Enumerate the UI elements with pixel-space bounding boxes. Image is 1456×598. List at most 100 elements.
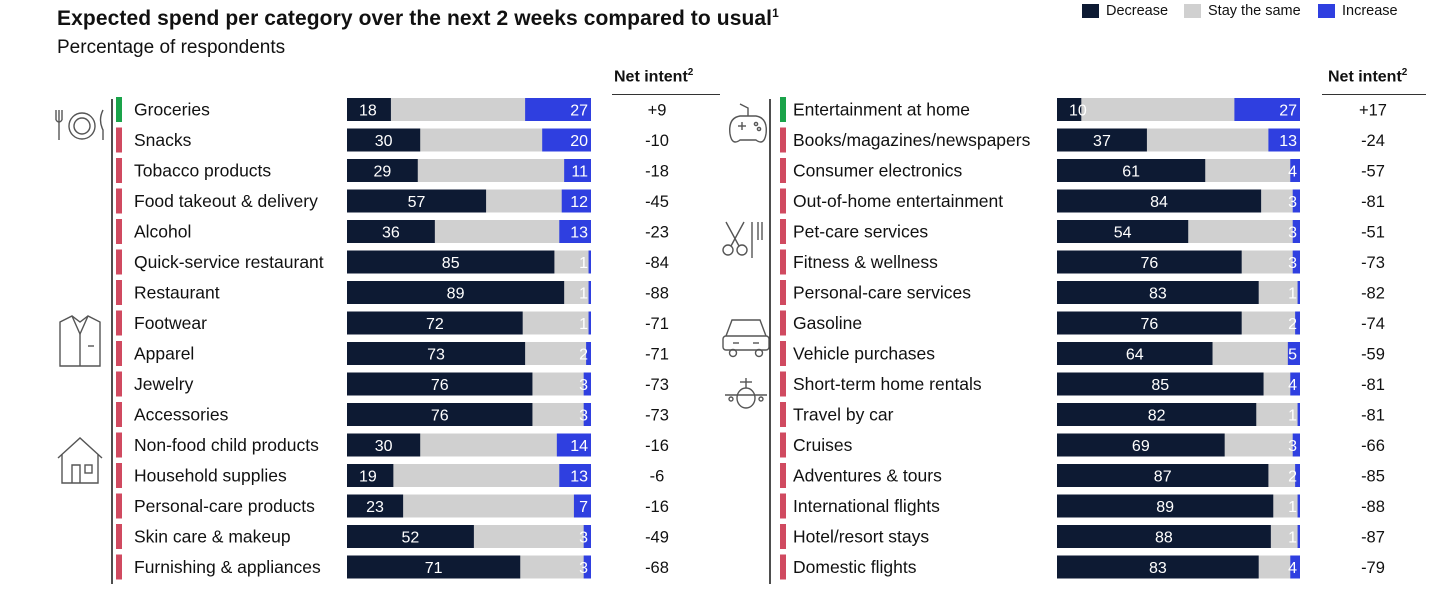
bar-row: Pet-care services 54 3 -51 — [780, 219, 1385, 244]
title-footnote: 1 — [772, 6, 779, 20]
category-label: Alcohol — [134, 222, 191, 242]
increase-value-label: 27 — [570, 103, 588, 120]
increase-value-label: 5 — [1288, 347, 1297, 364]
bar-row: Groceries 18 27 +9 — [116, 97, 666, 122]
net-intent-value: +17 — [1359, 102, 1387, 120]
negative-marker — [780, 249, 786, 275]
bar-row: Non-food child products 30 14 -16 — [116, 432, 669, 458]
bar-increase — [1287, 342, 1300, 365]
net-intent-value: -10 — [645, 132, 669, 150]
bar-decrease — [347, 281, 565, 304]
increase-value-label: 3 — [579, 408, 588, 425]
net-intent-value: -59 — [1361, 346, 1385, 364]
bar-increase — [1292, 189, 1300, 213]
category-label: Vehicle purchases — [793, 344, 935, 364]
net-intent-header-left: Net intent2 — [614, 67, 693, 86]
bar-row: Out-of-home entertainment 84 3 -81 — [780, 188, 1385, 214]
bar-increase — [573, 494, 591, 518]
increase-value-label: 1 — [1288, 286, 1297, 303]
category-label: Personal-care services — [793, 283, 971, 303]
negative-marker — [116, 371, 122, 397]
bar-decrease — [347, 220, 435, 243]
bar-row: Restaurant 89 1 -88 — [116, 280, 669, 305]
bar-row: International flights 89 1 -88 — [780, 493, 1385, 519]
legend-item-decrease: Decrease — [1082, 2, 1168, 20]
bar-increase — [583, 525, 591, 548]
increase-value-label: 1 — [579, 255, 588, 272]
increase-value-label: 4 — [1288, 377, 1297, 394]
negative-marker — [116, 402, 122, 427]
category-label: Apparel — [134, 344, 194, 364]
bar-increase — [564, 159, 591, 182]
net-intent-underline-right — [1322, 94, 1426, 95]
bar-increase — [1290, 372, 1300, 396]
negative-marker — [116, 158, 122, 183]
negative-marker — [780, 341, 786, 366]
negative-marker — [780, 158, 786, 183]
net-intent-value: -57 — [1361, 163, 1385, 181]
net-intent-underline-left — [612, 94, 720, 95]
category-label: Adventures & tours — [793, 466, 942, 486]
increase-value-label: 2 — [1288, 469, 1297, 486]
bar-increase — [561, 189, 591, 213]
decrease-value-label: 57 — [408, 194, 426, 211]
category-label: Tobacco products — [134, 161, 271, 181]
increase-value-label: 13 — [1279, 133, 1297, 150]
category-label: International flights — [793, 496, 940, 516]
bar-row: Entertainment at home 10 27 +17 — [780, 97, 1387, 122]
legend-item-increase: Increase — [1318, 2, 1398, 20]
bar-decrease — [1057, 189, 1262, 213]
negative-marker — [116, 432, 122, 458]
increase-value-label: 3 — [579, 560, 588, 577]
net-intent-value: -6 — [650, 468, 665, 486]
bar-increase — [542, 128, 591, 152]
bar-decrease — [347, 555, 521, 579]
category-label: Skin care & makeup — [134, 527, 291, 547]
increase-value-label: 3 — [1288, 194, 1297, 211]
airplane-icon — [725, 378, 767, 409]
negative-marker — [116, 341, 122, 366]
increase-value-label: 1 — [579, 286, 588, 303]
bar-row: Domestic flights 83 4 -79 — [780, 554, 1385, 580]
category-label: Consumer electronics — [793, 161, 962, 181]
chart-subtitle: Percentage of respondents — [57, 37, 286, 58]
bar-decrease — [1057, 98, 1082, 121]
negative-marker — [780, 188, 786, 214]
category-label: Non-food child products — [134, 435, 319, 455]
gamepad-icon — [729, 103, 767, 143]
net-intent-value: -68 — [645, 559, 669, 577]
bar-increase — [583, 403, 591, 426]
negative-marker — [780, 280, 786, 305]
negative-marker — [116, 554, 122, 580]
decrease-value-label: 37 — [1093, 133, 1111, 150]
net-intent-value: -88 — [1361, 498, 1385, 516]
net-intent-value: -73 — [645, 407, 669, 425]
bar-decrease — [1057, 372, 1264, 396]
bar-decrease — [1057, 281, 1259, 304]
net-intent-value: -51 — [1361, 224, 1385, 242]
bar-increase — [1234, 98, 1300, 121]
bar-increase — [588, 311, 591, 335]
decrease-value-label: 88 — [1155, 530, 1173, 547]
legend-swatch-same — [1184, 4, 1201, 18]
category-label: Hotel/resort stays — [793, 527, 929, 547]
bar-decrease — [347, 494, 404, 518]
bar-decrease — [1057, 128, 1147, 152]
bar-decrease — [1057, 433, 1225, 457]
bar-decrease — [347, 525, 474, 548]
bar-row: Fitness & wellness 76 3 -73 — [780, 249, 1385, 275]
decrease-value-label: 76 — [1140, 316, 1158, 333]
title-text: Expected spend per category over the nex… — [57, 7, 773, 30]
bar-increase — [583, 555, 591, 579]
category-label: Jewelry — [134, 374, 194, 394]
increase-value-label: 1 — [1288, 530, 1297, 547]
bar-decrease — [347, 128, 421, 152]
net-intent-value: -49 — [645, 529, 669, 547]
bar-increase — [583, 372, 591, 396]
negative-marker — [780, 219, 786, 244]
increase-value-label: 20 — [570, 133, 588, 150]
decrease-value-label: 29 — [373, 164, 391, 181]
category-label: Cruises — [793, 435, 853, 455]
net-intent-value: -73 — [1361, 254, 1385, 272]
